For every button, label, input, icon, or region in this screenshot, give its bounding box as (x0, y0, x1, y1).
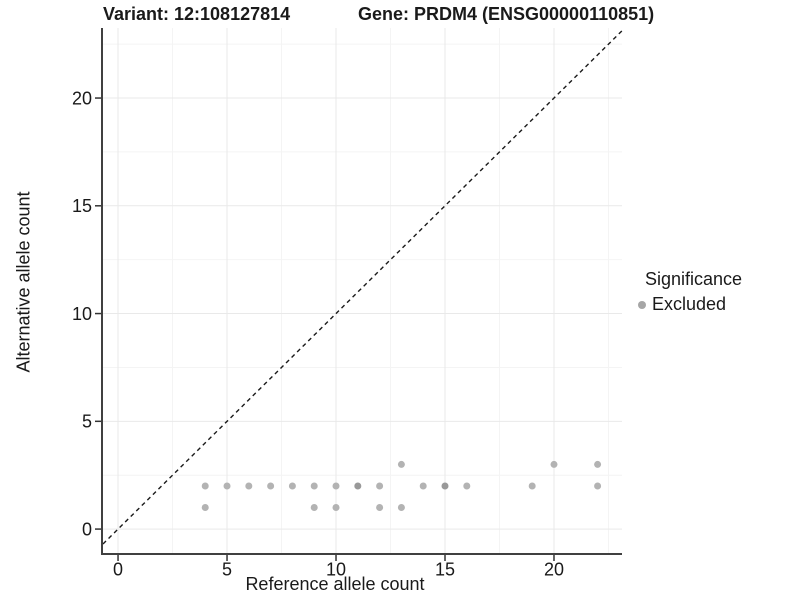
y-tick-label: 15 (72, 196, 92, 216)
data-point (310, 482, 318, 490)
data-point (354, 482, 362, 490)
identity-line (102, 30, 623, 545)
data-point (201, 504, 209, 512)
data-point (267, 482, 275, 490)
data-point (245, 482, 253, 490)
y-axis-title: Alternative allele count (13, 191, 34, 373)
y-tick-label: 5 (82, 412, 92, 432)
legend-title: Significance (645, 269, 743, 289)
legend: Significance Excluded (638, 269, 742, 315)
data-point (288, 482, 296, 490)
gene-title: Gene: PRDM4 (ENSG00000110851) (358, 4, 655, 24)
data-point (223, 482, 231, 490)
data-point (201, 482, 209, 490)
data-point (376, 504, 384, 512)
data-point (594, 460, 602, 468)
x-tick-label: 20 (544, 560, 564, 580)
data-point (528, 482, 536, 490)
data-point (550, 460, 558, 468)
variant-title: Variant: 12:108127814 (103, 4, 291, 24)
y-tick-label: 0 (82, 519, 92, 539)
data-point (397, 504, 405, 512)
data-point (332, 504, 340, 512)
data-point (376, 482, 384, 490)
legend-point-icon (638, 300, 646, 309)
data-point (332, 482, 340, 490)
data-point (419, 482, 427, 490)
x-tick-label: 10 (326, 560, 346, 580)
data-point (441, 482, 449, 490)
legend-item-label: Excluded (652, 294, 727, 314)
y-tick-label: 10 (72, 304, 92, 324)
data-point (310, 504, 318, 512)
x-tick-label: 5 (222, 560, 232, 580)
y-tick-label: 20 (72, 88, 92, 108)
x-axis-title: Reference allele count (245, 574, 425, 594)
x-tick-label: 0 (113, 560, 123, 580)
x-tick-label: 15 (435, 560, 455, 580)
data-point (463, 482, 471, 490)
data-point (397, 460, 405, 468)
data-point (594, 482, 602, 490)
legend-item-excluded: Excluded (638, 294, 742, 315)
